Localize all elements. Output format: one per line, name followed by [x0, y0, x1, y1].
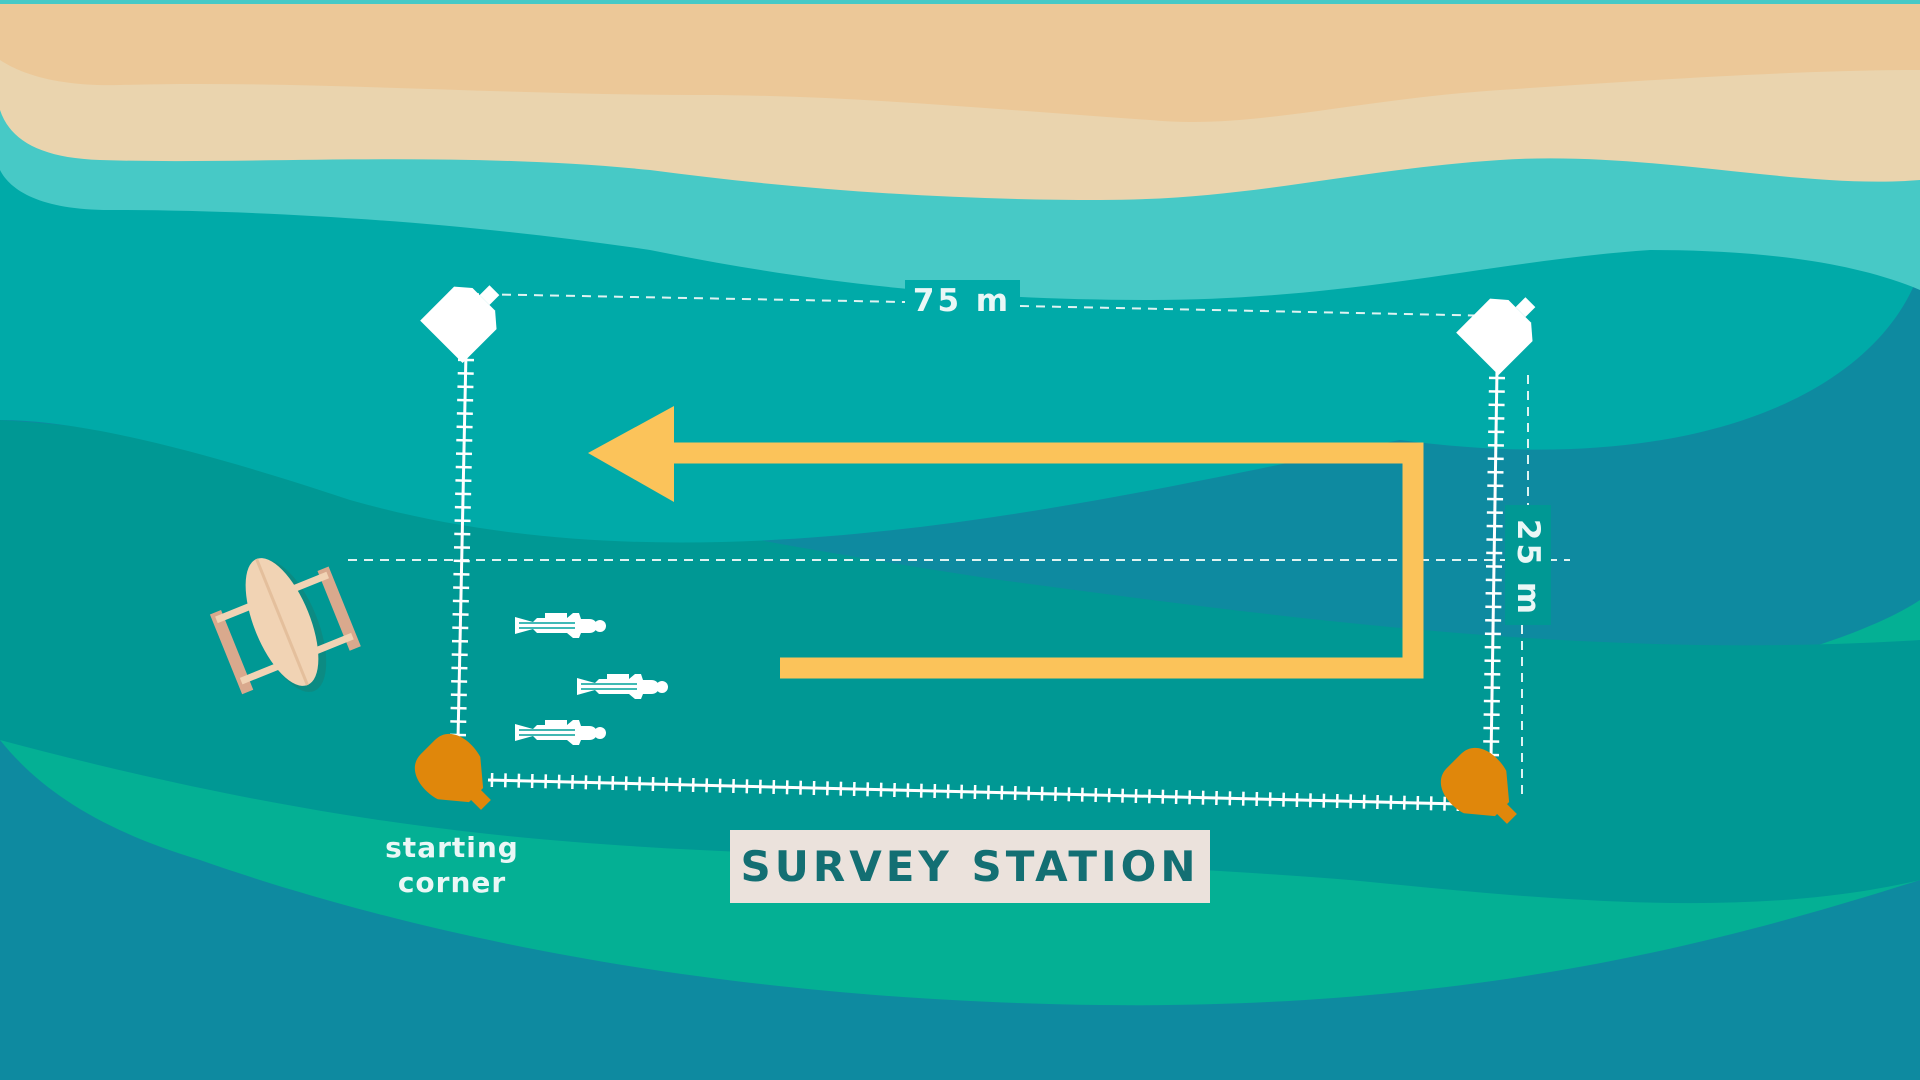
station-title-box: SURVEY STATION — [730, 830, 1210, 903]
reef-band — [0, 540, 1920, 1006]
sand-dry — [0, 0, 1920, 123]
buoy-white-icon — [420, 285, 500, 364]
starting-corner-label: starting corner — [385, 831, 519, 899]
height-label: 25 m — [1510, 519, 1546, 617]
tape-ticks — [449, 358, 1506, 812]
route-arrow-icon — [660, 442, 1424, 679]
width-label: 75 m — [913, 283, 1011, 319]
width-label-group: 75 m — [905, 280, 1020, 319]
station-title: SURVEY STATION — [741, 842, 1200, 891]
buoy-orange-icon — [1440, 747, 1517, 824]
diver-icon — [577, 674, 668, 699]
diver-icon — [515, 613, 606, 638]
width-guide — [469, 293, 906, 303]
starting-corner-line1: starting — [385, 831, 519, 864]
tape-right — [1489, 369, 1499, 761]
buoy-orange-icon — [414, 733, 491, 810]
tape-left — [456, 351, 468, 741]
starting-corner-line2: corner — [398, 866, 506, 899]
top-edge — [0, 0, 1920, 4]
width-guide — [1019, 305, 1501, 317]
boat-icon — [209, 558, 361, 695]
diver-icon — [515, 720, 606, 745]
dimension-guides — [348, 293, 1570, 795]
route-arrowhead — [588, 406, 674, 502]
height-label-group: 25 m — [1505, 505, 1551, 625]
beach — [0, 0, 1920, 300]
